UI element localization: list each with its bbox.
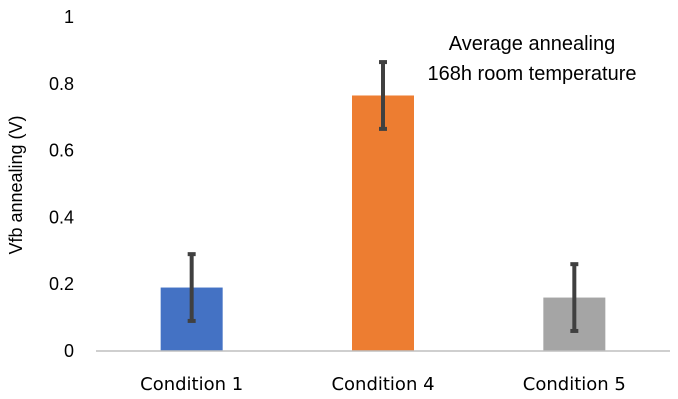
error-bars xyxy=(187,60,579,333)
x-category-label: Condition 1 xyxy=(140,374,243,395)
y-tick-label: 0.8 xyxy=(49,74,74,94)
bars xyxy=(160,95,606,352)
annotation-line-1: Average annealing xyxy=(449,33,615,55)
y-axis-ticks: 0 0.2 0.4 0.6 0.8 1 xyxy=(49,7,74,361)
y-tick-label: 0.6 xyxy=(49,141,74,161)
y-tick-label: 0.4 xyxy=(49,207,74,227)
y-tick-label: 1 xyxy=(64,7,74,27)
x-category-label: Condition 4 xyxy=(331,374,434,395)
bar xyxy=(352,95,414,352)
x-category-label: Condition 5 xyxy=(523,374,626,395)
error-bar xyxy=(379,60,387,131)
error-bar xyxy=(187,252,196,323)
y-axis-title: Vfb annealing (V) xyxy=(6,115,26,254)
error-bar xyxy=(570,262,579,333)
x-axis-categories: Condition 1 Condition 4 Condition 5 xyxy=(140,374,626,395)
y-tick-label: 0.2 xyxy=(49,274,74,294)
annotation-line-2: 168h room temperature xyxy=(427,63,636,85)
y-tick-label: 0 xyxy=(64,341,74,361)
